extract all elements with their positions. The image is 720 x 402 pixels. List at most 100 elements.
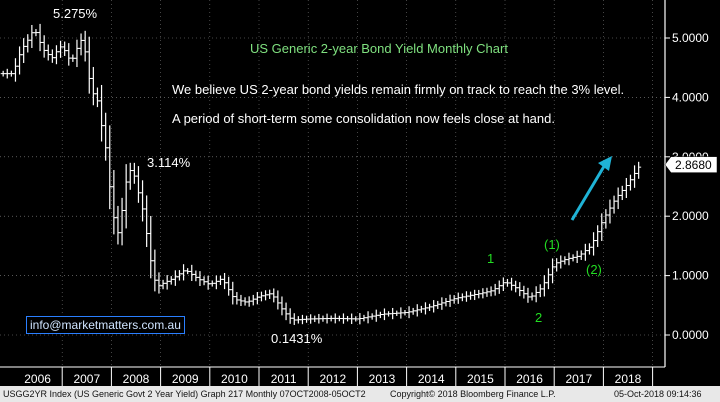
x-tick-label: 2006 [24,372,51,386]
price-bar [496,280,502,294]
y-tick-label: 1.0000 [672,269,709,283]
x-tick-label: 2007 [73,372,100,386]
price-bar [623,177,629,198]
price-bar [78,33,84,56]
price-bar [537,284,543,298]
price-bar [140,180,146,222]
price-bar [271,288,277,303]
x-tick-label: 2016 [516,372,543,386]
price-bar [558,255,564,269]
price-bar [533,286,539,303]
price-bar [103,112,109,161]
price-bar [230,281,236,305]
price-bar [517,282,523,297]
price-bar [513,280,519,293]
last-value-tag: 2.8680 [664,156,718,173]
low-2011-label: 0.1431% [271,331,323,346]
price-bar [115,205,121,245]
price-bar [29,24,35,48]
price-bar [443,298,449,307]
footer-timestamp: 05-Oct-2018 09:14:36 [614,389,702,399]
price-bar [205,275,211,290]
wave-2-label: 2 [535,310,543,325]
price-bar [12,58,18,82]
price-bar [168,276,174,285]
price-bar [525,287,531,303]
price-bar [201,276,207,286]
x-tick-label: 2008 [123,372,150,386]
price-bar [615,187,621,210]
x-tick-label: 2018 [615,372,642,386]
price-bar [607,199,613,224]
price-bar [197,271,203,287]
price-bar [131,162,137,184]
price-bar [49,49,55,63]
price-bar [66,43,72,66]
x-tick-label: 2011 [271,372,297,386]
footer-left: USGG2YR Index (US Generic Govt 2 Year Yi… [3,389,366,399]
price-bar [582,243,588,261]
price-bar [45,44,51,61]
wave-p2-label: (2) [586,262,602,277]
contact-email-box[interactable]: info@marketmatters.com.au [26,316,185,334]
price-bars [0,23,642,325]
price-bar [521,285,527,299]
price-bar [181,264,187,281]
price-bar [119,197,125,246]
wave-p1-label: (1) [544,237,560,252]
price-bar [632,165,638,188]
price-bar [554,258,560,272]
price-bar [21,38,27,63]
chart-title: US Generic 2-year Bond Yield Monthly Cha… [250,41,508,56]
price-bar [603,209,609,229]
price-bar [152,249,158,292]
footer-bar: USGG2YR Index (US Generic Govt 2 Year Yi… [0,386,720,402]
price-bar [258,291,264,302]
price-bar [217,275,223,286]
y-tick-label: 5.0000 [672,31,709,45]
price-bar [123,164,129,229]
y-axis: 0.00001.00002.00003.00004.00005.00002.86… [0,0,718,367]
price-bar [509,277,515,291]
price-bar [492,283,498,296]
price-bar [90,66,96,106]
price-bar [619,185,625,201]
yield-chart: 0.00001.00002.00003.00004.00005.00002.86… [0,0,718,386]
price-bar [58,40,64,58]
peak-2008-label: 3.114% [147,155,191,170]
price-bar [193,270,199,282]
price-bar [82,30,88,62]
price-bar [226,276,232,296]
x-tick-label: 2012 [319,372,346,386]
x-axis: 2006 2007 2008 2009 2010 2011 2012 2013 2014 2015… [0,0,665,386]
price-bar [595,225,601,247]
price-bar [455,292,461,304]
price-bar [636,161,642,179]
price-bar [291,313,297,325]
price-bar [283,302,289,321]
price-bar [279,296,285,316]
y-tick-label: 4.0000 [672,90,709,104]
x-tick-label: 2015 [467,372,494,386]
price-bar [435,300,441,310]
price-bar [172,270,178,286]
price-bar [99,84,105,142]
price-bar [74,39,80,68]
price-bar [127,162,133,190]
wave-1-label: 1 [487,251,495,266]
price-bar [164,275,170,290]
price-bar [144,195,150,248]
price-bar [611,195,617,214]
last-value-label: 2.8680 [675,158,712,172]
commentary-line-1: We believe US 2-year bond yields remain … [172,82,625,97]
x-tick-label: 2017 [565,372,592,386]
price-bar [189,264,195,282]
price-bar [160,279,166,290]
price-bar [562,256,568,265]
price-bar [62,41,68,56]
trend-arrow [570,156,612,221]
price-bar [254,292,260,305]
price-bar [545,268,551,290]
price-bar [550,258,556,284]
price-bar [94,87,100,108]
